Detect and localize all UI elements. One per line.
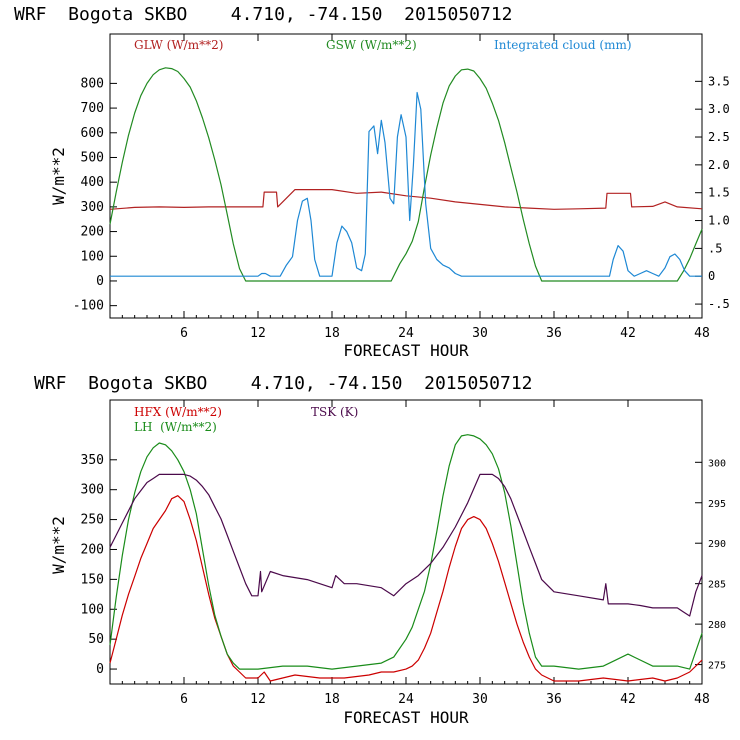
- y-tick-label: 200: [81, 542, 104, 557]
- x-tick-label: 42: [620, 692, 636, 707]
- y-tick-label: 700: [81, 101, 104, 116]
- y-tick-label: 300: [81, 200, 104, 215]
- y-tick-label: 0: [96, 274, 104, 289]
- panel1-series: [109, 67, 703, 282]
- x-tick-label: 18: [324, 692, 340, 707]
- y-tick-label: 0: [96, 662, 104, 677]
- series-line-hfx: [109, 495, 703, 682]
- y-tick-label: 150: [81, 572, 104, 587]
- series-line-integrated: [110, 91, 702, 277]
- legend-cloud: Integrated cloud (mm): [494, 38, 632, 52]
- y-tick-label: 800: [81, 76, 104, 91]
- y2-tick-label: 1.0: [708, 214, 730, 228]
- y2-tick-label: 3.5: [708, 74, 730, 88]
- x-tick-label: 6: [180, 326, 188, 341]
- legend-gsw: GSW (W/m**2): [326, 38, 417, 52]
- panel2-xlabel: FORECAST HOUR: [343, 708, 469, 727]
- x-tick-label: 36: [546, 692, 562, 707]
- panel2-ticks: 6 12 18 24 30 36 42 48 0 50 100 150 200 250 300 350 275 2…: [81, 400, 726, 707]
- y2-tick-label: 290: [708, 539, 726, 550]
- series-line-lh: [109, 434, 703, 670]
- y2-tick-label: -.5: [708, 297, 730, 311]
- legend-lh: LH (W/m**2): [134, 420, 217, 434]
- y2-tick-label: 275: [708, 661, 726, 672]
- panel2-series: [109, 434, 703, 682]
- legend-tsk: TSK (K): [311, 405, 358, 419]
- y-tick-label: 600: [81, 126, 104, 141]
- y-tick-label: 100: [81, 602, 104, 617]
- y-tick-label: 300: [81, 483, 104, 498]
- y-tick-label: 500: [81, 150, 104, 165]
- y2-tick-label: 280: [708, 620, 726, 631]
- y2-tick-label: .5: [708, 241, 722, 255]
- y2-tick-label: 2.0: [708, 158, 730, 172]
- y2-tick-label: 0: [708, 269, 715, 283]
- x-tick-label: 30: [472, 326, 488, 341]
- y-tick-label: 350: [81, 453, 104, 468]
- x-tick-label: 24: [398, 326, 414, 341]
- panel1-ylabel: W/m**2: [49, 147, 68, 205]
- x-tick-label: 18: [324, 326, 340, 341]
- x-tick-label: 12: [250, 692, 266, 707]
- x-tick-label: 48: [694, 692, 710, 707]
- x-tick-label: 30: [472, 692, 488, 707]
- y2-tick-label: 300: [708, 458, 726, 469]
- y-tick-label: 400: [81, 175, 104, 190]
- x-tick-label: 42: [620, 326, 636, 341]
- y-tick-label: 200: [81, 225, 104, 240]
- y-tick-label: 50: [88, 632, 104, 647]
- y-tick-label: 100: [81, 249, 104, 264]
- panel2-ylabel: W/m**2: [49, 516, 68, 574]
- y2-tick-label: 1.5: [708, 186, 730, 200]
- x-tick-label: 24: [398, 692, 414, 707]
- panel1-title: WRF Bogota SKBO 4.710, -74.150 201505071…: [14, 4, 513, 25]
- legend-hfx: HFX (W/m**2): [134, 405, 222, 419]
- series-line-tsk: [109, 473, 703, 617]
- y-tick-label: -100: [73, 299, 104, 314]
- legend-glw: GLW (W/m**2): [134, 38, 223, 52]
- panel1-ticks: 6 12 18 24 30 36 42 48 -100 0 100 200 300 400 500 600 70…: [73, 34, 730, 341]
- y2-tick-label: 2.5: [708, 130, 730, 144]
- y-tick-label: 250: [81, 513, 104, 528]
- panel2-title: WRF Bogota SKBO 4.710, -74.150 201505071…: [34, 373, 533, 394]
- x-tick-label: 48: [694, 326, 710, 341]
- series-line-glw: [109, 189, 703, 210]
- y2-tick-label: 3.0: [708, 102, 730, 116]
- x-tick-label: 36: [546, 326, 562, 341]
- panel-fluxes: WRF Bogota SKBO 4.710, -74.150 201505071…: [34, 373, 726, 727]
- x-tick-label: 6: [180, 692, 188, 707]
- panel1-xlabel: FORECAST HOUR: [343, 341, 469, 360]
- panel-radiation: WRF Bogota SKBO 4.710, -74.150 201505071…: [14, 4, 730, 360]
- y2-tick-label: 285: [708, 580, 726, 591]
- x-tick-label: 12: [250, 326, 266, 341]
- series-line-gsw: [109, 67, 703, 282]
- y2-tick-label: 295: [708, 499, 726, 510]
